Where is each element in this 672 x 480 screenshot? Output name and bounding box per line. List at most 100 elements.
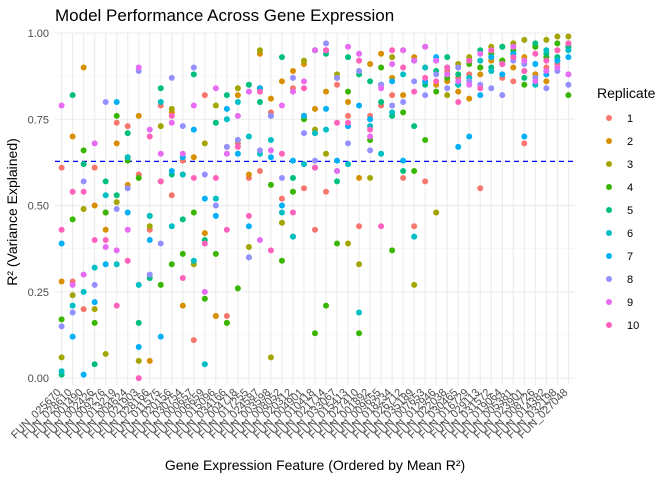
data-point-rep-7 (334, 157, 341, 164)
data-point-rep-10 (146, 133, 153, 140)
data-point-rep-1 (323, 188, 330, 195)
data-point-rep-10 (113, 302, 120, 309)
legend-label-rep-6: 6 (627, 228, 633, 240)
data-point-rep-10 (124, 257, 131, 264)
data-point-rep-9 (245, 88, 252, 95)
data-point-rep-2 (201, 230, 208, 237)
data-point-rep-4 (91, 319, 98, 326)
data-point-rep-2 (179, 302, 186, 309)
data-point-rep-10 (510, 54, 517, 61)
data-point-rep-1 (312, 226, 318, 233)
data-point-rep-4 (378, 64, 385, 71)
data-point-rep-7 (168, 168, 175, 175)
data-point-rep-1 (356, 223, 363, 230)
data-point-rep-3 (565, 33, 572, 40)
data-point-rep-7 (477, 92, 484, 99)
data-point-rep-4 (554, 40, 561, 47)
data-point-rep-6 (179, 171, 186, 178)
data-point-rep-3 (411, 281, 418, 288)
data-point-rep-2 (543, 78, 550, 85)
data-point-rep-4 (345, 88, 352, 95)
data-point-rep-4 (69, 216, 76, 223)
data-point-rep-9 (543, 67, 550, 74)
data-point-rep-9 (212, 85, 219, 92)
data-point-rep-10 (168, 112, 175, 119)
data-point-rep-6 (234, 99, 241, 106)
data-point-rep-5 (455, 71, 462, 78)
data-point-rep-4 (411, 168, 418, 175)
data-point-rep-1 (389, 92, 396, 99)
data-point-rep-10 (179, 275, 186, 282)
data-point-rep-1 (477, 185, 484, 192)
data-point-rep-10 (532, 50, 539, 57)
data-point-rep-9 (367, 133, 374, 140)
data-point-rep-8 (58, 323, 65, 330)
data-point-rep-8 (345, 140, 352, 147)
data-point-rep-10 (477, 85, 484, 92)
data-point-rep-2 (455, 88, 462, 95)
data-point-rep-9 (455, 78, 462, 85)
data-point-rep-9 (91, 140, 98, 147)
data-point-rep-4 (58, 316, 65, 323)
data-point-rep-3 (389, 54, 396, 61)
data-point-rep-9 (223, 150, 230, 157)
legend-label-rep-2: 2 (627, 136, 633, 148)
data-point-rep-1 (334, 81, 341, 88)
data-point-rep-1 (124, 123, 131, 130)
data-point-rep-3 (234, 85, 241, 92)
data-point-rep-3 (168, 105, 175, 112)
data-point-rep-7 (521, 133, 528, 140)
data-point-rep-8 (234, 136, 241, 143)
data-point-rep-10 (135, 375, 142, 382)
data-point-rep-5 (289, 174, 296, 181)
data-point-rep-5 (91, 361, 98, 368)
data-point-rep-10 (91, 237, 98, 244)
data-point-rep-10 (234, 143, 241, 150)
data-point-rep-9 (69, 281, 76, 288)
data-point-rep-10 (345, 119, 352, 126)
data-point-rep-6 (389, 109, 396, 116)
data-point-rep-7 (124, 209, 131, 216)
data-point-rep-8 (91, 281, 98, 288)
data-point-rep-9 (312, 47, 318, 54)
data-point-rep-1 (345, 112, 352, 119)
data-point-rep-7 (499, 71, 506, 78)
data-point-rep-7 (466, 133, 473, 140)
data-point-rep-6 (135, 281, 142, 288)
data-point-rep-6 (168, 223, 175, 230)
data-point-rep-2 (466, 95, 473, 102)
data-point-rep-8 (312, 157, 318, 164)
data-point-rep-8 (367, 147, 374, 154)
data-point-rep-3 (444, 92, 451, 99)
data-point-rep-5 (334, 178, 341, 185)
data-point-rep-9 (190, 102, 197, 109)
data-point-rep-7 (323, 105, 330, 112)
data-point-rep-6 (80, 288, 87, 295)
data-point-rep-4 (212, 250, 219, 257)
data-point-rep-10 (334, 119, 341, 126)
data-point-rep-10 (102, 237, 109, 244)
legend-label-rep-9: 9 (627, 297, 633, 309)
data-point-rep-3 (58, 354, 65, 361)
data-point-rep-7 (245, 223, 252, 230)
data-point-rep-4 (234, 285, 241, 292)
data-point-rep-7 (400, 157, 407, 164)
data-point-rep-9 (80, 271, 87, 278)
data-point-rep-5 (102, 178, 109, 185)
data-point-rep-4 (312, 330, 318, 337)
data-point-rep-5 (521, 74, 528, 81)
legend-key-rep-10 (606, 322, 612, 328)
data-point-rep-10 (267, 247, 274, 254)
data-point-rep-1 (422, 178, 429, 185)
data-point-rep-8 (389, 102, 396, 109)
data-point-rep-4 (422, 136, 429, 143)
plot-grid (55, 32, 575, 385)
data-point-rep-10 (543, 57, 550, 64)
data-point-rep-1 (190, 337, 197, 344)
data-point-rep-2 (289, 67, 296, 74)
data-point-rep-2 (234, 92, 241, 99)
legend-label-rep-1: 1 (627, 113, 633, 125)
data-point-rep-7 (58, 240, 65, 247)
data-point-rep-7 (135, 344, 142, 351)
data-point-rep-6 (91, 264, 98, 271)
